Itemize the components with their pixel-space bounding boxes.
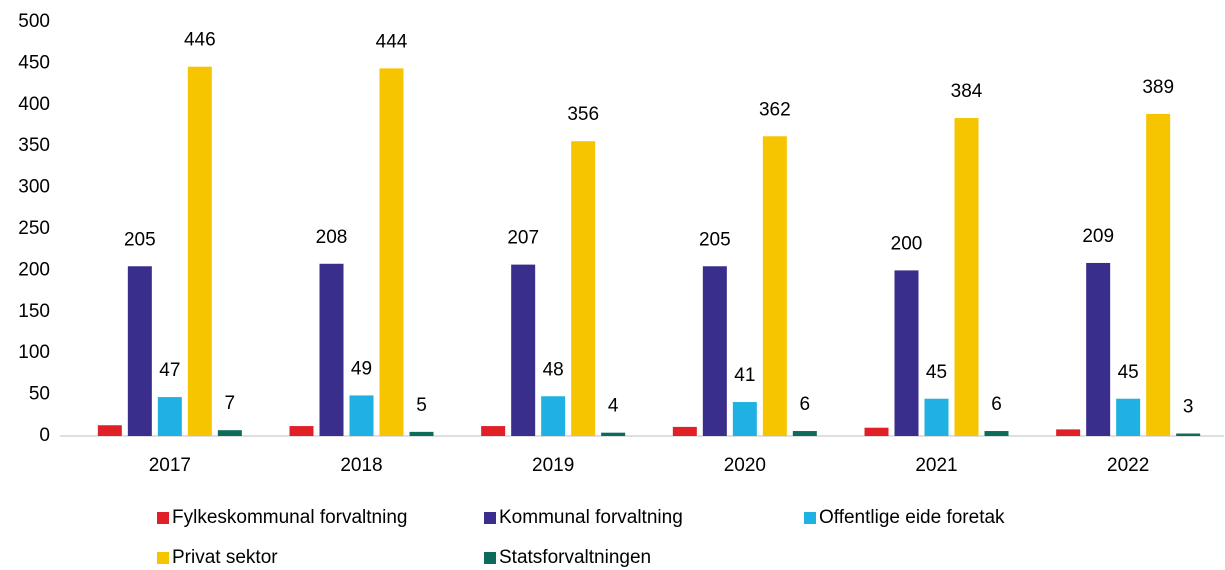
legend-label: Offentlige eide foretak [819,507,1005,528]
bar [571,141,596,436]
data-label: 6 [991,394,1002,415]
bar [954,118,979,436]
x-tick-label: 2020 [724,455,766,476]
bar [924,398,949,436]
data-label: 45 [926,362,947,383]
bar [541,396,566,436]
bar [511,264,536,436]
data-label: 444 [376,31,408,52]
data-label: 4 [608,396,619,417]
y-tick-label: 100 [18,342,50,363]
bar [702,266,727,436]
bar [792,431,817,436]
x-tick-label: 2021 [915,455,957,476]
bar [894,270,919,436]
bar [1176,433,1201,436]
y-tick-label: 500 [18,11,50,32]
y-tick-label: 350 [18,135,50,156]
bar [672,426,697,436]
bar [187,66,212,436]
legend-label: Privat sektor [172,547,278,568]
bar [1086,262,1111,436]
legend-swatch [804,512,816,524]
bar [217,430,242,436]
data-label: 48 [543,359,564,380]
bar [409,431,434,436]
y-tick-label: 200 [18,259,50,280]
legend-swatch [157,512,169,524]
bar [732,402,757,436]
data-label: 41 [734,365,755,386]
bar [319,263,344,436]
y-tick-label: 300 [18,177,50,198]
bar [1116,398,1141,436]
y-tick-label: 250 [18,218,50,239]
data-label: 384 [951,81,983,102]
bar [1146,113,1171,437]
bar [864,427,889,436]
bar [127,266,152,436]
x-tick-label: 2022 [1107,455,1149,476]
bar [1056,429,1081,436]
data-label: 5 [416,395,427,416]
legend-swatch [157,552,169,564]
x-tick-label: 2018 [340,455,382,476]
bar [481,426,506,436]
data-label: 207 [507,228,539,249]
legend-label: Kommunal forvaltning [499,507,683,528]
bar [157,397,182,436]
legend-label: Statsforvaltningen [499,547,651,568]
x-tick-label: 2017 [149,455,191,476]
bar [97,425,122,436]
legend-label: Fylkeskommunal forvaltning [172,507,407,528]
data-label: 209 [1082,226,1114,247]
data-label: 45 [1118,362,1139,383]
bar [984,431,1009,436]
y-tick-label: 400 [18,94,50,115]
data-label: 362 [759,99,791,120]
data-label: 356 [567,104,599,125]
y-tick-label: 50 [29,384,50,405]
data-label: 208 [316,227,348,248]
bar [289,426,314,436]
data-label: 6 [800,394,811,415]
data-label: 200 [891,233,923,254]
y-tick-label: 0 [39,425,50,446]
data-label: 3 [1183,397,1194,418]
data-label: 389 [1142,77,1174,98]
bar [379,68,404,437]
data-label: 205 [699,229,731,250]
bar [601,432,626,436]
data-label: 205 [124,229,156,250]
bar [349,395,374,436]
y-tick-label: 450 [18,52,50,73]
bar [762,136,787,436]
data-label: 49 [351,358,372,379]
legend-swatch [484,552,496,564]
data-label: 47 [159,360,180,381]
y-tick-label: 150 [18,301,50,322]
data-label: 446 [184,30,216,51]
x-tick-label: 2019 [532,455,574,476]
legend-swatch [484,512,496,524]
data-label: 7 [225,393,236,414]
